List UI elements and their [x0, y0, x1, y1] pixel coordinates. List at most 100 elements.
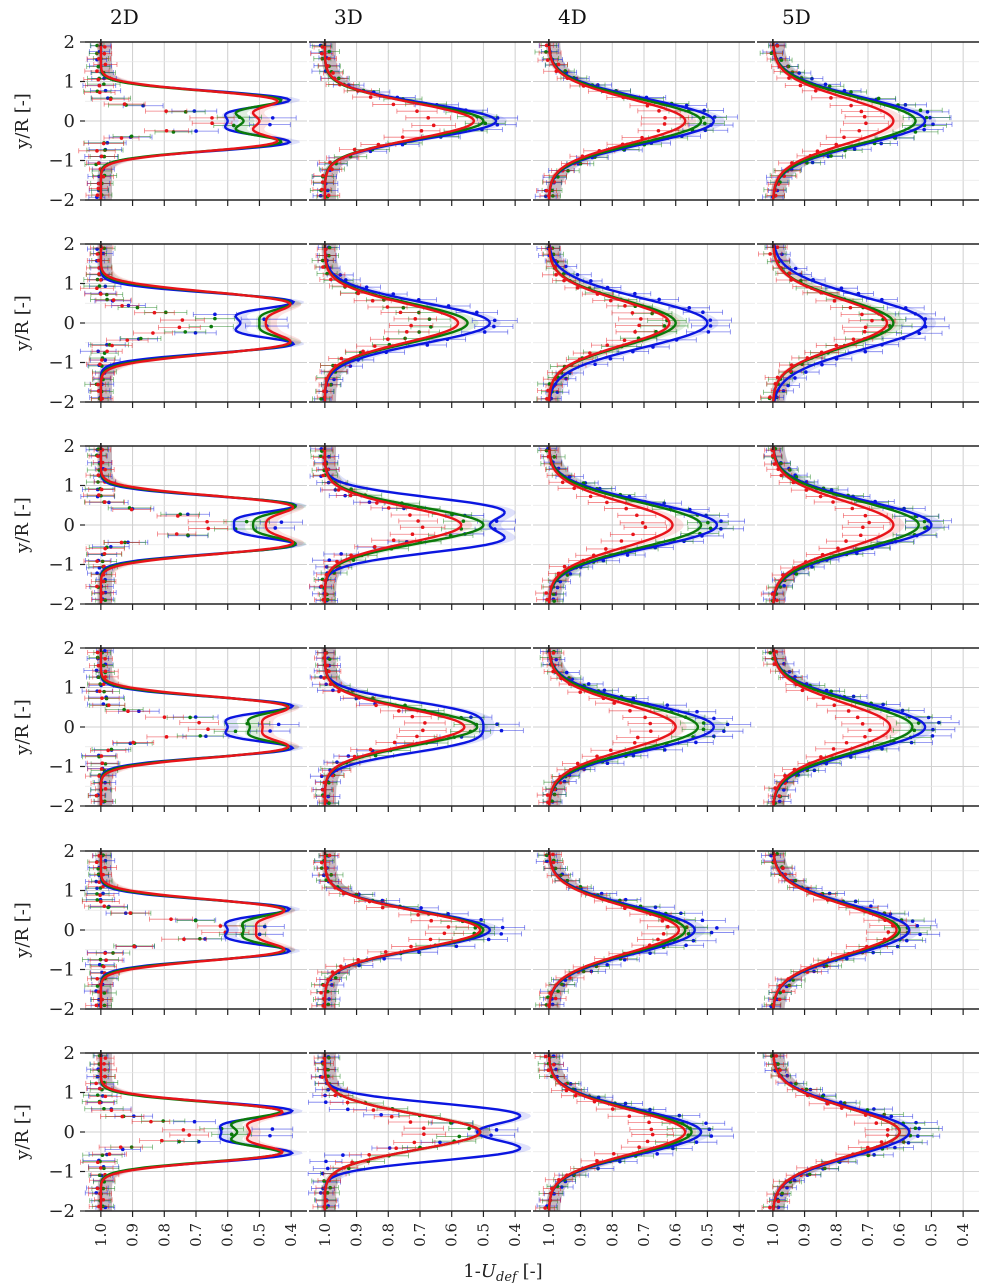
column-title: 5D [782, 5, 811, 29]
blue-data-point [719, 527, 723, 531]
blue-data-point [804, 370, 808, 374]
red-data-point [768, 252, 772, 256]
panel-r2-c1: −2 −1 0 1 2 y/R [-] [12, 234, 307, 413]
red-data-point [775, 375, 780, 380]
red-data-point [588, 494, 593, 499]
red-data-point [848, 305, 853, 310]
red-data-point [96, 258, 101, 263]
blue-data-point [786, 383, 790, 388]
red-uncertainty-band [97, 446, 305, 604]
red-data-point [851, 337, 856, 342]
blue-data-point [194, 129, 198, 133]
red-data-point [575, 761, 580, 766]
green-data-point [829, 154, 833, 158]
red-data-point [331, 71, 335, 75]
red-model-curve [99, 42, 280, 200]
green-data-point [122, 707, 126, 712]
red-data-point [96, 382, 100, 387]
red-data-point [101, 579, 106, 584]
red-data-point [408, 513, 412, 517]
red-data-point [662, 122, 667, 126]
panel-r4-c3 [533, 645, 755, 812]
blue-data-point [930, 734, 935, 738]
red-data-point [96, 473, 101, 477]
green-data-point [244, 519, 249, 524]
panel-r4-c4 [757, 645, 979, 812]
red-data-point [103, 467, 107, 472]
red-data-point [119, 136, 124, 140]
blue-data-point [810, 160, 815, 165]
y-tick-label: 2 [64, 638, 75, 659]
blue-data-point [625, 553, 630, 557]
red-data-point [410, 532, 415, 537]
green-uncertainty-band [97, 648, 300, 806]
blue-uncertainty-band [546, 648, 725, 806]
red-data-point [327, 56, 331, 61]
blue-uncertainty-band [545, 42, 725, 200]
panel-r3-c4 [757, 443, 979, 610]
red-data-point [862, 114, 867, 119]
green-data-point [794, 572, 799, 576]
red-data-point [775, 44, 780, 48]
red-data-point [392, 740, 397, 745]
blue-data-point [109, 544, 113, 549]
red-data-point [205, 519, 209, 524]
red-data-point [832, 299, 837, 303]
red-data-point [635, 735, 640, 740]
red-model-curve [772, 42, 895, 200]
blue-data-point [586, 682, 591, 686]
red-data-point [95, 193, 100, 197]
red-data-point [768, 395, 772, 399]
blue-data-point [332, 377, 336, 382]
red-data-point [325, 663, 330, 668]
red-data-point [206, 526, 211, 531]
green-uncertainty-band [97, 244, 302, 402]
red-data-point [99, 487, 104, 492]
blue-data-point [391, 292, 396, 296]
green-data-point [461, 519, 466, 523]
red-data-point [391, 102, 396, 107]
green-data-point [233, 729, 238, 734]
green-uncertainty-band [545, 42, 713, 200]
green-data-point [876, 96, 881, 101]
blue-data-point [367, 500, 372, 505]
y-tick-label: 1 [64, 72, 75, 93]
blue-data-point [925, 110, 930, 114]
blue-data-point [193, 715, 198, 719]
panel-r3-c1: −2 −1 0 1 2 y/R [-] [12, 436, 307, 615]
green-data-point [209, 324, 214, 329]
red-data-point [849, 103, 853, 108]
blue-uncertainty-band [769, 42, 937, 200]
green-data-point [97, 284, 102, 288]
blue-data-point [662, 748, 667, 752]
red-data-point [409, 323, 413, 328]
red-data-point [643, 525, 648, 530]
green-data-point [922, 519, 927, 524]
blue-model-curve [548, 243, 709, 403]
red-data-point [861, 525, 865, 530]
blue-data-point [103, 88, 108, 93]
red-data-point [397, 709, 401, 713]
y-tick-label: −2 [48, 190, 75, 211]
red-data-point [352, 147, 357, 152]
y-axis-label: y/R [-] [12, 497, 33, 554]
column-title: 4D [558, 5, 587, 29]
red-data-point [624, 506, 628, 511]
red-data-point [106, 703, 111, 708]
red-data-point [575, 286, 580, 290]
red-data-point [431, 123, 436, 128]
red-data-point [164, 109, 168, 113]
red-data-point [368, 747, 373, 752]
blue-data-point [823, 82, 828, 87]
blue-data-point [268, 122, 272, 127]
red-model-curve [323, 648, 466, 806]
red-data-point [631, 532, 635, 537]
panel-r1-c1: −2 −1 0 1 2 y/R [-] 2D [12, 5, 307, 211]
red-data-point [180, 318, 185, 322]
red-data-point [862, 329, 867, 334]
red-data-point [151, 331, 155, 335]
red-data-point [98, 362, 102, 367]
red-data-point [319, 584, 324, 589]
blue-data-point [863, 349, 868, 354]
red-data-point [100, 761, 105, 766]
